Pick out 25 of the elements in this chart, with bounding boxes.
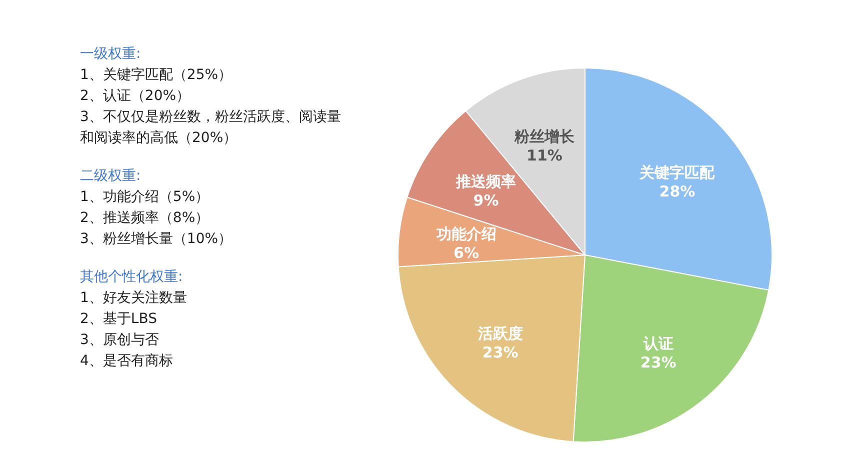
slice-label: 活跃度 <box>476 324 523 343</box>
text: 2、基于LBS <box>80 310 158 329</box>
text: 1、功能介绍（5%） <box>80 188 210 207</box>
slice-label: 推送频率 <box>455 172 516 191</box>
text: 一级权重: <box>80 45 142 64</box>
data-label: 23% <box>640 354 676 372</box>
text: 2、认证（20%） <box>80 87 192 106</box>
data-label: 6% <box>454 244 479 262</box>
slice-label: 功能介绍 <box>435 225 496 243</box>
slice-label: 关键字匹配 <box>638 164 716 182</box>
text: 2、推送频率（8%） <box>80 209 210 228</box>
data-label: 9% <box>473 192 499 210</box>
text: 1、好友关注数量 <box>80 289 188 308</box>
data-label: 23% <box>482 344 518 362</box>
text: 3、粉丝增长量（10%） <box>80 230 234 249</box>
data-label: 11% <box>526 146 562 164</box>
data-label: 28% <box>659 182 696 201</box>
text: 其他个性化权重: <box>80 268 184 287</box>
text: 3、不仅仅是粉丝数，粉丝活跃度、阅读量和阅读率的高低（20%） <box>80 108 342 148</box>
slice-label: 粉丝增长 <box>513 127 576 146</box>
slice-label: 认证 <box>642 334 674 353</box>
text: 3、原创与否 <box>80 331 160 350</box>
text: 1、关键字匹配（25%） <box>80 66 234 85</box>
text: 二级权重: <box>80 167 142 186</box>
text: 4、是否有商标 <box>80 352 174 371</box>
